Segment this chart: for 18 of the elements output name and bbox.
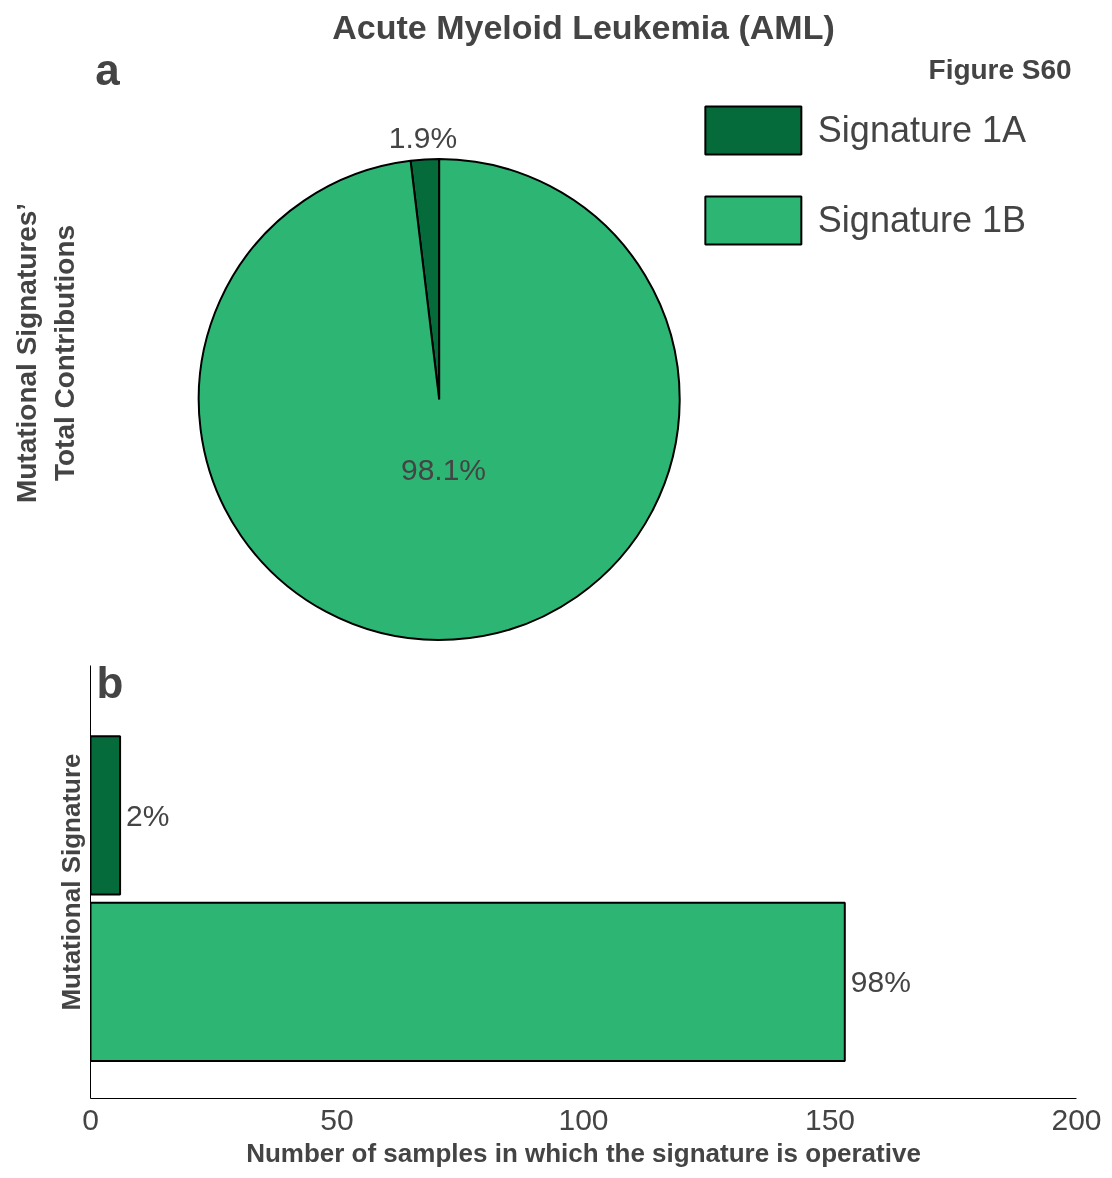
data-label: 98.1% [400, 452, 487, 486]
x-tick-label: 150 [804, 1102, 856, 1136]
legend-label: Signature 1A [817, 109, 1026, 151]
text: a [95, 44, 121, 94]
legend-label: Signature 1B [817, 199, 1026, 241]
x-tick-label: 200 [1051, 1102, 1102, 1136]
text: Mutational Signatures’ Total Contributions [11, 202, 80, 504]
annotation: 98% [850, 965, 911, 999]
data-label: 1.9% [388, 120, 458, 154]
annotation: b [96, 657, 124, 707]
x-tick-label: 0 [82, 1102, 99, 1136]
x-tick-label: 50 [320, 1102, 354, 1136]
x-axis-title: Number of samples in which the signature is operative [246, 1137, 921, 1168]
chart-title: Acute Myeloid Leukemia (AML) [332, 7, 835, 46]
annotation: 2% [126, 798, 170, 832]
caption: Figure S60 [928, 53, 1072, 85]
x-tick-label: 100 [558, 1102, 609, 1136]
y-axis-title: Mutational Signature [55, 753, 86, 1011]
